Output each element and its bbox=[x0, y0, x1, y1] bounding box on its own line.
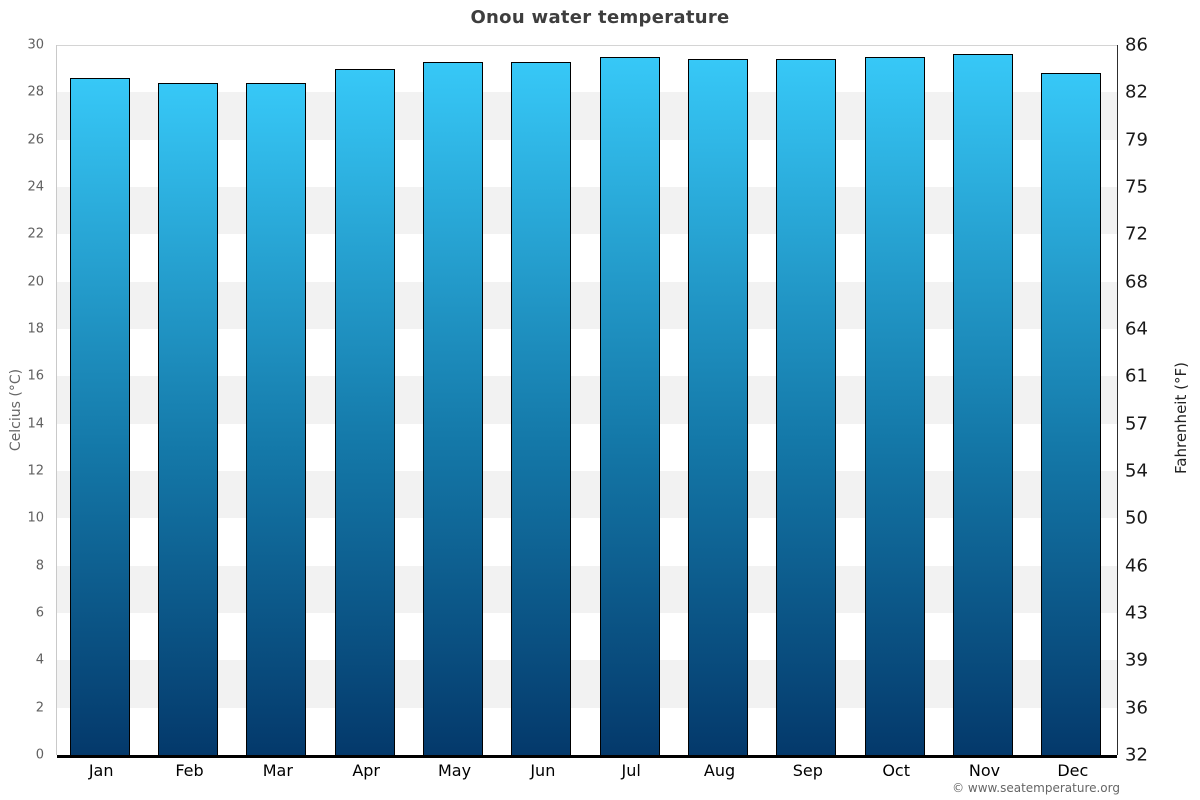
bar-jun[interactable] bbox=[511, 61, 572, 755]
y-tick-label-celsius: 14 bbox=[27, 416, 44, 432]
x-tick-label-nov: Nov bbox=[968, 761, 1001, 780]
bar-sep[interactable] bbox=[776, 59, 837, 755]
y-tick-label-fahrenheit: 36 bbox=[1125, 697, 1148, 719]
x-tick-label-aug: Aug bbox=[703, 761, 736, 780]
grid-band bbox=[57, 518, 1117, 566]
bar-apr[interactable] bbox=[334, 68, 395, 755]
y-axis-title-celsius: Celcius (°C) bbox=[8, 368, 24, 452]
bar-jul[interactable] bbox=[599, 56, 660, 755]
chart-title: Onou water temperature bbox=[470, 7, 730, 28]
bar-dec[interactable] bbox=[1041, 73, 1102, 755]
y-tick-label-celsius: 2 bbox=[35, 700, 44, 716]
y-tick-label-fahrenheit: 61 bbox=[1125, 365, 1148, 387]
y-tick-label-celsius: 24 bbox=[27, 179, 44, 195]
x-tick-label-may: May bbox=[437, 761, 472, 780]
grid-band bbox=[57, 45, 1117, 93]
x-tick-label-oct: Oct bbox=[882, 761, 910, 780]
bar-feb[interactable] bbox=[158, 82, 218, 755]
y-axis-left-line bbox=[56, 45, 57, 755]
y-tick-label-celsius: 22 bbox=[27, 226, 44, 242]
x-tick-label-jul: Jul bbox=[621, 761, 641, 780]
y-tick-label-celsius: 18 bbox=[27, 321, 44, 337]
x-tick-label-sep: Sep bbox=[792, 761, 823, 780]
y-tick-label-fahrenheit: 86 bbox=[1125, 34, 1148, 56]
y-tick-label-fahrenheit: 39 bbox=[1125, 649, 1148, 671]
y-tick-label-fahrenheit: 68 bbox=[1125, 271, 1148, 293]
grid-band bbox=[57, 92, 1117, 140]
y-tick-label-fahrenheit: 46 bbox=[1125, 555, 1148, 577]
y-tick-label-celsius: 0 bbox=[35, 747, 44, 763]
grid-band bbox=[57, 565, 1117, 613]
gridline-30C bbox=[57, 45, 1117, 46]
grid-band bbox=[57, 471, 1117, 519]
bar-aug[interactable] bbox=[688, 59, 748, 755]
bar-may[interactable] bbox=[423, 61, 483, 755]
copyright-link[interactable]: © www.seatemperature.org bbox=[952, 781, 1120, 795]
x-tick-label-feb: Feb bbox=[175, 761, 204, 780]
x-tick-label-apr: Apr bbox=[352, 761, 380, 780]
grid-band bbox=[57, 423, 1117, 471]
grid-band bbox=[57, 234, 1117, 282]
y-tick-label-fahrenheit: 79 bbox=[1125, 129, 1148, 151]
y-tick-label-fahrenheit: 43 bbox=[1125, 602, 1148, 624]
plot-area bbox=[57, 45, 1117, 755]
grid-band bbox=[57, 329, 1117, 377]
grid-band bbox=[57, 376, 1117, 424]
y-tick-label-fahrenheit: 32 bbox=[1125, 744, 1148, 766]
y-axis-title-fahrenheit: Fahrenheit (°F) bbox=[1172, 362, 1190, 474]
y-tick-label-celsius: 20 bbox=[27, 274, 44, 290]
x-tick-label-dec: Dec bbox=[1057, 761, 1089, 780]
y-tick-label-fahrenheit: 72 bbox=[1125, 223, 1148, 245]
x-axis-baseline bbox=[57, 755, 1117, 758]
y-tick-label-fahrenheit: 75 bbox=[1125, 176, 1148, 198]
y-tick-label-fahrenheit: 57 bbox=[1125, 413, 1148, 435]
grid-band bbox=[57, 613, 1117, 661]
grid-band bbox=[57, 187, 1117, 235]
y-tick-label-celsius: 28 bbox=[27, 84, 44, 100]
y-axis-celsius: 30 28 26 24 22 20 18 16 14 12 10 8 6 4 2 0 bbox=[0, 38, 50, 763]
bar-oct[interactable] bbox=[864, 56, 925, 755]
x-tick-label-jan: Jan bbox=[88, 761, 114, 780]
y-axis-right-line bbox=[1117, 45, 1118, 755]
y-tick-label-fahrenheit: 64 bbox=[1125, 318, 1148, 340]
y-tick-label-celsius: 16 bbox=[27, 368, 44, 384]
y-tick-label-fahrenheit: 82 bbox=[1125, 81, 1148, 103]
y-tick-label-celsius: 8 bbox=[35, 558, 44, 574]
x-tick-label-mar: Mar bbox=[262, 761, 293, 780]
grid-band bbox=[57, 660, 1117, 708]
bar-nov[interactable] bbox=[953, 54, 1013, 755]
grid-band bbox=[57, 139, 1117, 187]
bar-mar[interactable] bbox=[246, 82, 307, 755]
y-tick-label-celsius: 30 bbox=[27, 37, 44, 53]
y-tick-label-celsius: 10 bbox=[27, 510, 44, 526]
bar-jan[interactable] bbox=[69, 78, 130, 755]
y-tick-label-celsius: 26 bbox=[27, 132, 44, 148]
y-tick-label-fahrenheit: 50 bbox=[1125, 507, 1148, 529]
y-tick-label-celsius: 4 bbox=[35, 652, 44, 668]
y-tick-label-celsius: 12 bbox=[27, 463, 44, 479]
x-tick-label-jun: Jun bbox=[530, 761, 556, 780]
grid-band bbox=[57, 707, 1117, 755]
y-tick-label-celsius: 6 bbox=[35, 605, 44, 621]
y-tick-label-fahrenheit: 54 bbox=[1125, 460, 1148, 482]
grid-band bbox=[57, 281, 1117, 329]
y-axis-fahrenheit: 86 82 79 75 72 68 64 61 57 54 50 46 43 39 36 32 bbox=[1125, 35, 1195, 766]
x-axis-months: Jan Feb Mar Apr May Jun Jul Aug Sep Oct Nov Dec bbox=[57, 761, 1117, 785]
